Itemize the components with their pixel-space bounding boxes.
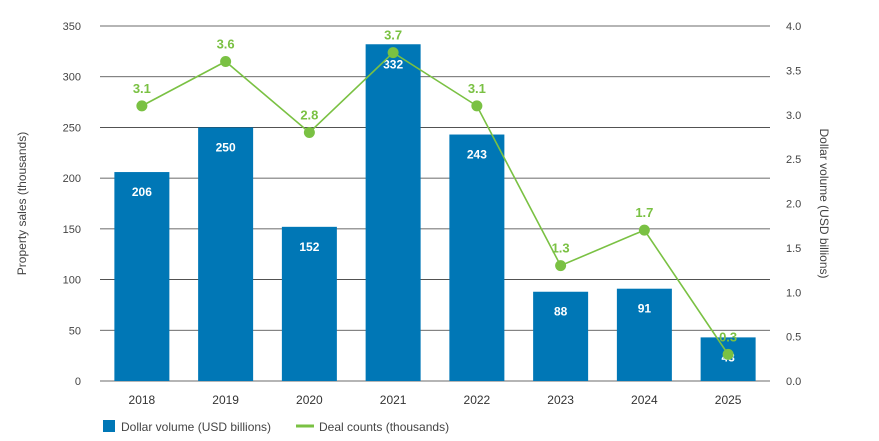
x-tick-label: 2022 [464, 393, 491, 407]
line-point-label: 0.3 [719, 329, 737, 344]
bar [449, 134, 505, 381]
line-point-label: 1.7 [635, 205, 653, 220]
bar [114, 172, 170, 381]
bar-value-label: 250 [216, 140, 236, 154]
line-point-label: 3.7 [384, 28, 402, 43]
bar [533, 291, 589, 381]
line-point [303, 127, 315, 138]
y2-tick-label: 4.0 [786, 21, 801, 33]
bar [198, 127, 254, 381]
line-point [387, 47, 399, 59]
y2-tick-label: 2.5 [786, 154, 801, 166]
line-point [220, 56, 232, 67]
y2-tick-label: 1.5 [786, 243, 801, 255]
line-point-label: 3.1 [133, 81, 151, 96]
y2-tick-label: 0.0 [786, 376, 801, 388]
x-tick-label: 2020 [296, 393, 323, 407]
y-tick-label: 200 [63, 173, 81, 185]
y2-tick-label: 2.0 [786, 199, 801, 211]
y2-tick-label: 3.0 [786, 110, 801, 122]
bar-value-label: 152 [299, 240, 319, 254]
bar [365, 44, 421, 381]
legend: Dollar volume (USD billions) Deal counts … [103, 420, 449, 434]
y-tick-label: 250 [63, 122, 81, 134]
y2-axis-title: Dollar volume (USD billions) [817, 128, 831, 278]
legend-label-line: Deal counts (thousands) [319, 420, 449, 434]
y2-tick-label: 0.5 [786, 332, 801, 344]
line-point [555, 260, 567, 272]
bar-value-label: 243 [467, 148, 487, 162]
y-tick-label: 150 [63, 224, 81, 236]
y2-tick-label: 1.0 [786, 287, 801, 299]
bar-value-label: 91 [638, 302, 652, 316]
legend-swatch-bar [103, 420, 115, 432]
line-point-label: 3.1 [468, 81, 486, 96]
axes: 0 50 100 150 200 250 300 350 0.0 0.5 1.0 1.5 2.0 2.5 3… [63, 21, 802, 407]
y-axis-title: Property sales (thousands) [15, 132, 29, 275]
line-point-label: 2.8 [300, 108, 318, 123]
line-point [722, 348, 734, 360]
x-tick-label: 2023 [547, 393, 574, 407]
bar-value-label: 332 [383, 57, 403, 71]
x-tick-label: 2025 [715, 393, 742, 407]
x-tick-label: 2019 [212, 393, 239, 407]
bar [281, 226, 337, 381]
y-tick-label: 350 [63, 21, 81, 33]
bar [616, 288, 672, 381]
deal-count-polyline [141, 51, 729, 355]
line-point [471, 100, 483, 112]
bar-value-label: 206 [132, 185, 152, 199]
x-tick-label: 2021 [380, 393, 407, 407]
line-point [136, 100, 148, 112]
x-tick-label: 2024 [631, 393, 658, 407]
bars: 206250152332243889143 [114, 44, 756, 381]
line-point-label: 1.3 [552, 241, 570, 256]
deal-count-line: 3.1 3.6 2.8 3.7 3.1 1.3 1.7 0.3 [133, 28, 737, 360]
y-tick-label: 50 [69, 325, 81, 337]
y-tick-label: 300 [63, 72, 81, 84]
line-point [638, 224, 650, 236]
bar-value-label: 88 [554, 305, 568, 319]
line-point-label: 3.6 [217, 37, 235, 52]
y-tick-label: 100 [63, 275, 81, 287]
x-tick-label: 2018 [129, 393, 156, 407]
legend-label-bar: Dollar volume (USD billions) [121, 420, 271, 434]
y2-tick-label: 3.5 [786, 65, 801, 77]
y-tick-label: 0 [75, 376, 81, 388]
